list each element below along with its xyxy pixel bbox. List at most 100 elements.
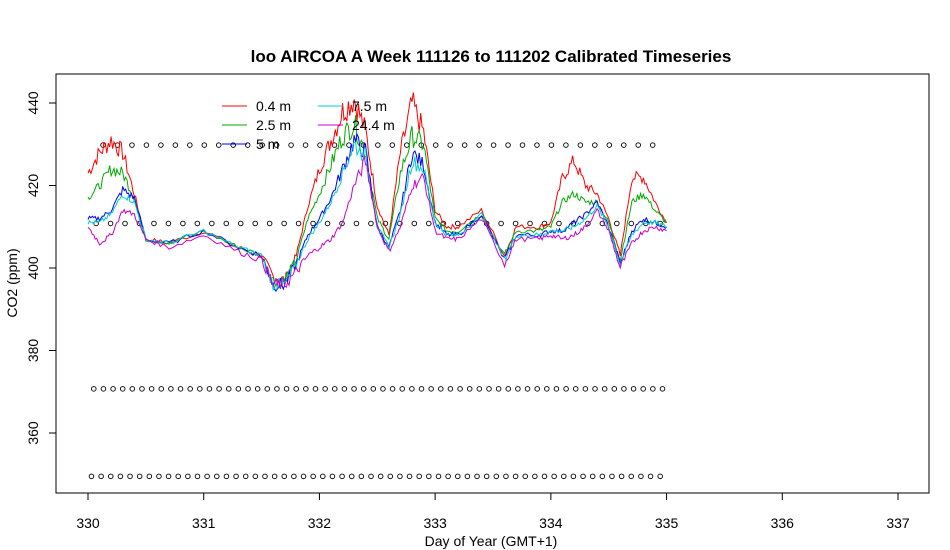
- marker-point: [416, 473, 422, 480]
- marker-point: [640, 386, 646, 392]
- marker-point: [273, 142, 280, 148]
- marker-point: [341, 386, 348, 392]
- marker-point: [438, 386, 444, 392]
- marker-point: [483, 473, 490, 480]
- marker-point: [266, 220, 273, 227]
- series-line-0-4-m: [87, 92, 667, 285]
- marker-point: [409, 386, 415, 392]
- marker-point: [209, 220, 215, 227]
- marker-point: [389, 142, 396, 148]
- marker-point: [490, 142, 497, 148]
- marker-point: [541, 473, 548, 480]
- marker-point: [293, 386, 299, 392]
- marker-point: [158, 386, 165, 392]
- marker-point: [122, 220, 128, 227]
- marker-point: [288, 142, 294, 148]
- marker-point: [628, 220, 635, 227]
- marker-point: [252, 473, 259, 480]
- marker-point: [628, 473, 635, 480]
- marker-point: [599, 220, 606, 227]
- marker-point: [572, 386, 579, 392]
- marker-point: [360, 386, 367, 392]
- marker-point: [129, 386, 136, 392]
- x-tick-label: 333: [423, 515, 447, 531]
- marker-point: [259, 142, 265, 148]
- marker-point: [324, 220, 331, 227]
- marker-point: [368, 220, 374, 227]
- marker-point: [194, 473, 201, 480]
- marker-point: [599, 473, 606, 480]
- marker-point: [242, 473, 249, 480]
- marker-point: [254, 386, 261, 392]
- marker-point: [659, 386, 666, 392]
- marker-point: [411, 220, 418, 227]
- marker-point: [457, 386, 463, 392]
- marker-point: [527, 220, 533, 227]
- marker-point: [262, 473, 268, 480]
- marker-point: [618, 473, 625, 480]
- marker-point: [300, 473, 307, 480]
- marker-point: [461, 142, 468, 148]
- y-tick-label: 380: [25, 339, 41, 363]
- marker-point: [486, 386, 492, 392]
- marker-point: [214, 473, 220, 480]
- x-tick-label: 334: [539, 515, 563, 531]
- marker-point: [534, 386, 540, 392]
- marker-point: [223, 220, 230, 227]
- marker-point: [233, 473, 239, 480]
- marker-point: [237, 220, 244, 227]
- marker-point: [175, 473, 181, 480]
- marker-point: [445, 473, 451, 480]
- marker-point: [317, 142, 323, 148]
- marker-point: [503, 473, 509, 480]
- marker-point: [177, 386, 184, 392]
- marker-point: [117, 473, 124, 480]
- legend-label: 0.4 m: [256, 98, 291, 114]
- marker-point: [291, 473, 297, 480]
- marker-point: [91, 386, 97, 392]
- marker-point: [657, 473, 663, 480]
- marker-point: [310, 220, 316, 227]
- marker-point: [252, 220, 258, 227]
- marker-point: [387, 473, 394, 480]
- marker-point: [127, 473, 133, 480]
- marker-point: [544, 386, 550, 392]
- y-tick-label: 420: [25, 174, 41, 198]
- marker-point: [107, 473, 114, 480]
- plot-area-frame: [55, 73, 930, 494]
- marker-point: [512, 473, 519, 480]
- marker-point: [206, 386, 213, 392]
- marker-point: [107, 220, 114, 227]
- marker-point: [553, 386, 560, 392]
- marker-point: [476, 386, 483, 392]
- marker-point: [216, 386, 222, 392]
- marker-point: [281, 473, 288, 480]
- marker-point: [165, 220, 172, 227]
- marker-point: [158, 142, 164, 148]
- marker-point: [151, 220, 157, 227]
- legend-label: 7.5 m: [352, 98, 387, 114]
- marker-point: [512, 220, 519, 227]
- marker-point: [635, 142, 641, 148]
- marker-point: [98, 473, 104, 480]
- legend: 0.4 m 2.5 m 5 m 7.5 m 24.4 m: [222, 98, 395, 152]
- y-tick-label: 400: [25, 256, 41, 280]
- marker-point: [428, 386, 434, 392]
- marker-point: [548, 142, 555, 148]
- marker-point: [197, 386, 203, 392]
- marker-point: [146, 473, 153, 480]
- marker-point: [271, 473, 278, 480]
- marker-point: [498, 220, 504, 227]
- marker-point: [464, 473, 471, 480]
- x-tick-label: 332: [308, 515, 332, 531]
- marker-point: [119, 386, 126, 392]
- x-axis-label: Day of Year (GMT+1): [425, 533, 558, 549]
- marker-point: [180, 220, 186, 227]
- marker-point: [216, 142, 222, 148]
- marker-point: [466, 386, 473, 392]
- marker-point: [389, 386, 396, 392]
- marker-point: [447, 386, 454, 392]
- marker-point: [187, 386, 193, 392]
- marker-point: [556, 220, 562, 227]
